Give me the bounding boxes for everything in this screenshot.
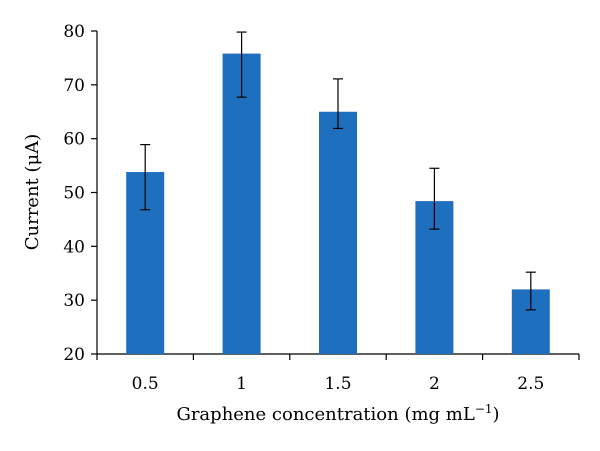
x-axis-title-main: Graphene concentration (mg mL: [176, 404, 474, 425]
y-tick-label-50: 50: [63, 184, 85, 204]
x-axis-title-superscript: −1: [475, 402, 493, 416]
bar-1: [222, 53, 261, 355]
y-tick-label-30: 30: [63, 291, 85, 311]
y-tick-label-20: 20: [63, 345, 85, 365]
x-tick-label-1.5: 1.5: [324, 374, 351, 394]
x-axis-title: Graphene concentration (mg mL−1): [176, 402, 499, 425]
y-tick-label-80: 80: [63, 22, 85, 42]
y-tick-label-70: 70: [63, 76, 85, 96]
x-tick-label-0.5: 0.5: [132, 374, 159, 394]
x-axis-title-close: ): [493, 404, 500, 425]
y-tick-label-40: 40: [63, 237, 85, 257]
y-tick-label-60: 60: [63, 130, 85, 150]
bar-1.5: [319, 111, 357, 354]
x-tick-label-1: 1: [236, 374, 247, 394]
x-tick-label-2.5: 2.5: [517, 374, 544, 394]
x-tick-label-2: 2: [429, 374, 440, 394]
plot-area: 20 30 40 50 60 70 80 0.5 1 1.5 2 2.5: [63, 22, 580, 394]
y-axis-title: Current (μA): [22, 134, 43, 251]
